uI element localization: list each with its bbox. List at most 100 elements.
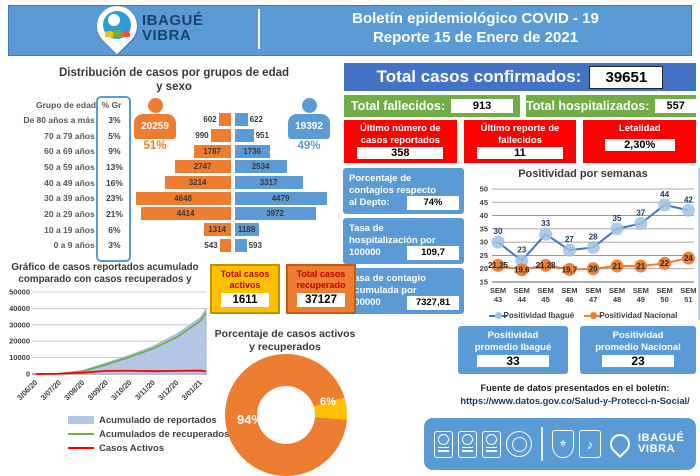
alert-stat-value: 2,30% — [604, 138, 675, 151]
svg-text:3/07/20: 3/07/20 — [39, 378, 63, 402]
svg-text:40: 40 — [480, 211, 488, 220]
red-cards-row: Último número de casos reportados 358 Últim… — [344, 120, 697, 163]
svg-text:20000: 20000 — [9, 337, 30, 346]
legend-item: Acumulados de recuperados — [68, 427, 229, 441]
male-bar: 3317 — [234, 176, 303, 190]
svg-text:50: 50 — [480, 185, 488, 194]
alert-stat-card: Letalidad 2,30% — [583, 120, 697, 163]
pyramid-row: 0 a 9 años 3% 543 593 — [12, 238, 336, 254]
female-pct: 51% — [143, 140, 167, 152]
male-bar — [234, 113, 248, 127]
donut-label-recovered: 94% — [237, 412, 264, 427]
age-group-label: 10 a 19 años — [44, 224, 95, 235]
male-bar-value: 622 — [249, 115, 263, 125]
data-source: Fuente de datos presentados en el boletí… — [452, 382, 698, 408]
total-confirmed-label: Total casos confirmados: — [376, 67, 582, 86]
svg-text:49: 49 — [637, 295, 645, 304]
male-bar-value: 951 — [255, 131, 269, 141]
icontec-badge-icon — [458, 430, 477, 458]
svg-text:SEM: SEM — [537, 286, 553, 295]
svg-text:21,25: 21,25 — [488, 261, 509, 270]
age-group-label: 70 a 79 años — [44, 130, 95, 141]
pyramid-col-pct-header: % Gr — [101, 100, 122, 110]
footer-pin-icon — [605, 429, 635, 459]
age-group-label: 30 a 39 años — [44, 193, 95, 204]
female-bar — [219, 238, 231, 252]
svg-text:3/08/20: 3/08/20 — [62, 378, 86, 402]
case-total-value: 37127 — [297, 293, 345, 307]
svg-text:44: 44 — [518, 295, 527, 304]
age-group-pct: 3% — [108, 114, 121, 125]
pct-column-frame — [96, 96, 131, 262]
data-source-url[interactable]: https://www.datos.gov.co/Salud-y-Protecc… — [460, 396, 690, 406]
positivity-legend: Positividad Ibagué Positividad Nacional — [468, 311, 698, 320]
svg-text:45: 45 — [541, 295, 549, 304]
rate-stat-value: 7327,81 — [407, 296, 459, 310]
pyramid-col-age-header: Grupo de edad — [36, 100, 96, 110]
svg-text:0: 0 — [26, 370, 30, 379]
svg-text:23: 23 — [517, 246, 526, 255]
svg-text:SEM: SEM — [656, 286, 672, 295]
positivity-avg-nacional-value: 23 — [602, 355, 674, 367]
svg-text:44: 44 — [660, 190, 669, 199]
pyramid-row: 60 a 69 años 9% 1787 1736 — [12, 143, 336, 159]
total-hospitalized-label: Total hospitalizados: — [526, 99, 650, 113]
female-bar: 2747 — [174, 160, 231, 174]
title-line2: Reporte 15 de Enero de 2021 — [372, 29, 579, 46]
case-total-value: 1611 — [221, 293, 269, 307]
svg-text:24: 24 — [684, 254, 693, 263]
svg-text:SEM: SEM — [561, 286, 577, 295]
svg-text:SEM: SEM — [609, 286, 625, 295]
pin-swirl-icon — [108, 14, 120, 26]
footer-bar: ⚜ ♪ IBAGUÉ VIBRA — [424, 418, 696, 470]
pin-hill-red-icon — [122, 31, 130, 37]
svg-text:30: 30 — [494, 227, 503, 236]
svg-text:21: 21 — [636, 262, 645, 271]
svg-text:21: 21 — [613, 262, 622, 271]
green-cards-row: Total fallecidos: 913 Total hospitalizad… — [344, 95, 696, 117]
pyramid-row: De 80 años a más 3% 602 622 — [12, 112, 336, 128]
age-group-label: 0 a 9 años — [53, 240, 95, 251]
svg-text:35: 35 — [480, 224, 488, 233]
age-group-pct: 23% — [105, 193, 123, 204]
pin-hill-green-icon — [113, 30, 123, 37]
male-bar: 1188 — [234, 223, 259, 237]
pin-hill-yellow-icon — [105, 31, 114, 37]
female-bar: 1787 — [193, 144, 231, 158]
header-divider — [258, 9, 260, 49]
svg-text:SEM: SEM — [490, 286, 506, 295]
pyramid-row: 40 a 49 años 16% 3214 3317 — [12, 175, 336, 191]
total-deceased-label: Total fallecidos: — [350, 99, 446, 113]
svg-text:45: 45 — [480, 198, 488, 207]
pyramid-row: 20 a 29 años 21% 4414 3972 — [12, 206, 336, 222]
male-bar: 1736 — [234, 144, 270, 158]
female-bar — [210, 129, 231, 143]
rate-stat-card: Tasa de contagio acumulada por 100000 7327,… — [343, 268, 464, 314]
age-group-label: De 80 años a más — [23, 114, 95, 125]
svg-text:50: 50 — [660, 295, 668, 304]
brand-logo-text: IBAGUÉ VIBRA — [142, 13, 203, 43]
age-group-pct: 5% — [108, 130, 121, 141]
area-chart-legend: Acumulado de reportados Acumulados de rec… — [68, 413, 229, 455]
svg-text:20: 20 — [480, 264, 488, 273]
svg-text:20: 20 — [589, 265, 598, 274]
total-hospitalized-card: Total hospitalizados: 557 — [526, 95, 696, 117]
female-icon — [147, 98, 163, 113]
svg-text:19,7: 19,7 — [562, 265, 578, 274]
svg-text:28: 28 — [589, 232, 598, 241]
legend-item: Positividad Ibagué — [488, 311, 574, 320]
male-bar: 2534 — [234, 160, 287, 174]
svg-text:3/12/20: 3/12/20 — [156, 378, 180, 402]
svg-text:15: 15 — [480, 278, 488, 287]
age-group-label: 60 a 69 años — [44, 146, 95, 157]
rate-stat-value: 74% — [407, 196, 459, 210]
icontec-badge-icon — [482, 430, 501, 458]
ibague-crest-icon: ⚜ — [552, 430, 574, 458]
male-pct: 49% — [297, 140, 321, 152]
age-group-pct: 16% — [105, 177, 123, 188]
total-confirmed-value: 39651 — [589, 65, 664, 89]
brand-line2: VIBRA — [142, 27, 192, 44]
certification-seal-icon — [506, 431, 532, 457]
pyramid-row: 30 a 39 años 23% 4648 4479 — [12, 190, 336, 206]
